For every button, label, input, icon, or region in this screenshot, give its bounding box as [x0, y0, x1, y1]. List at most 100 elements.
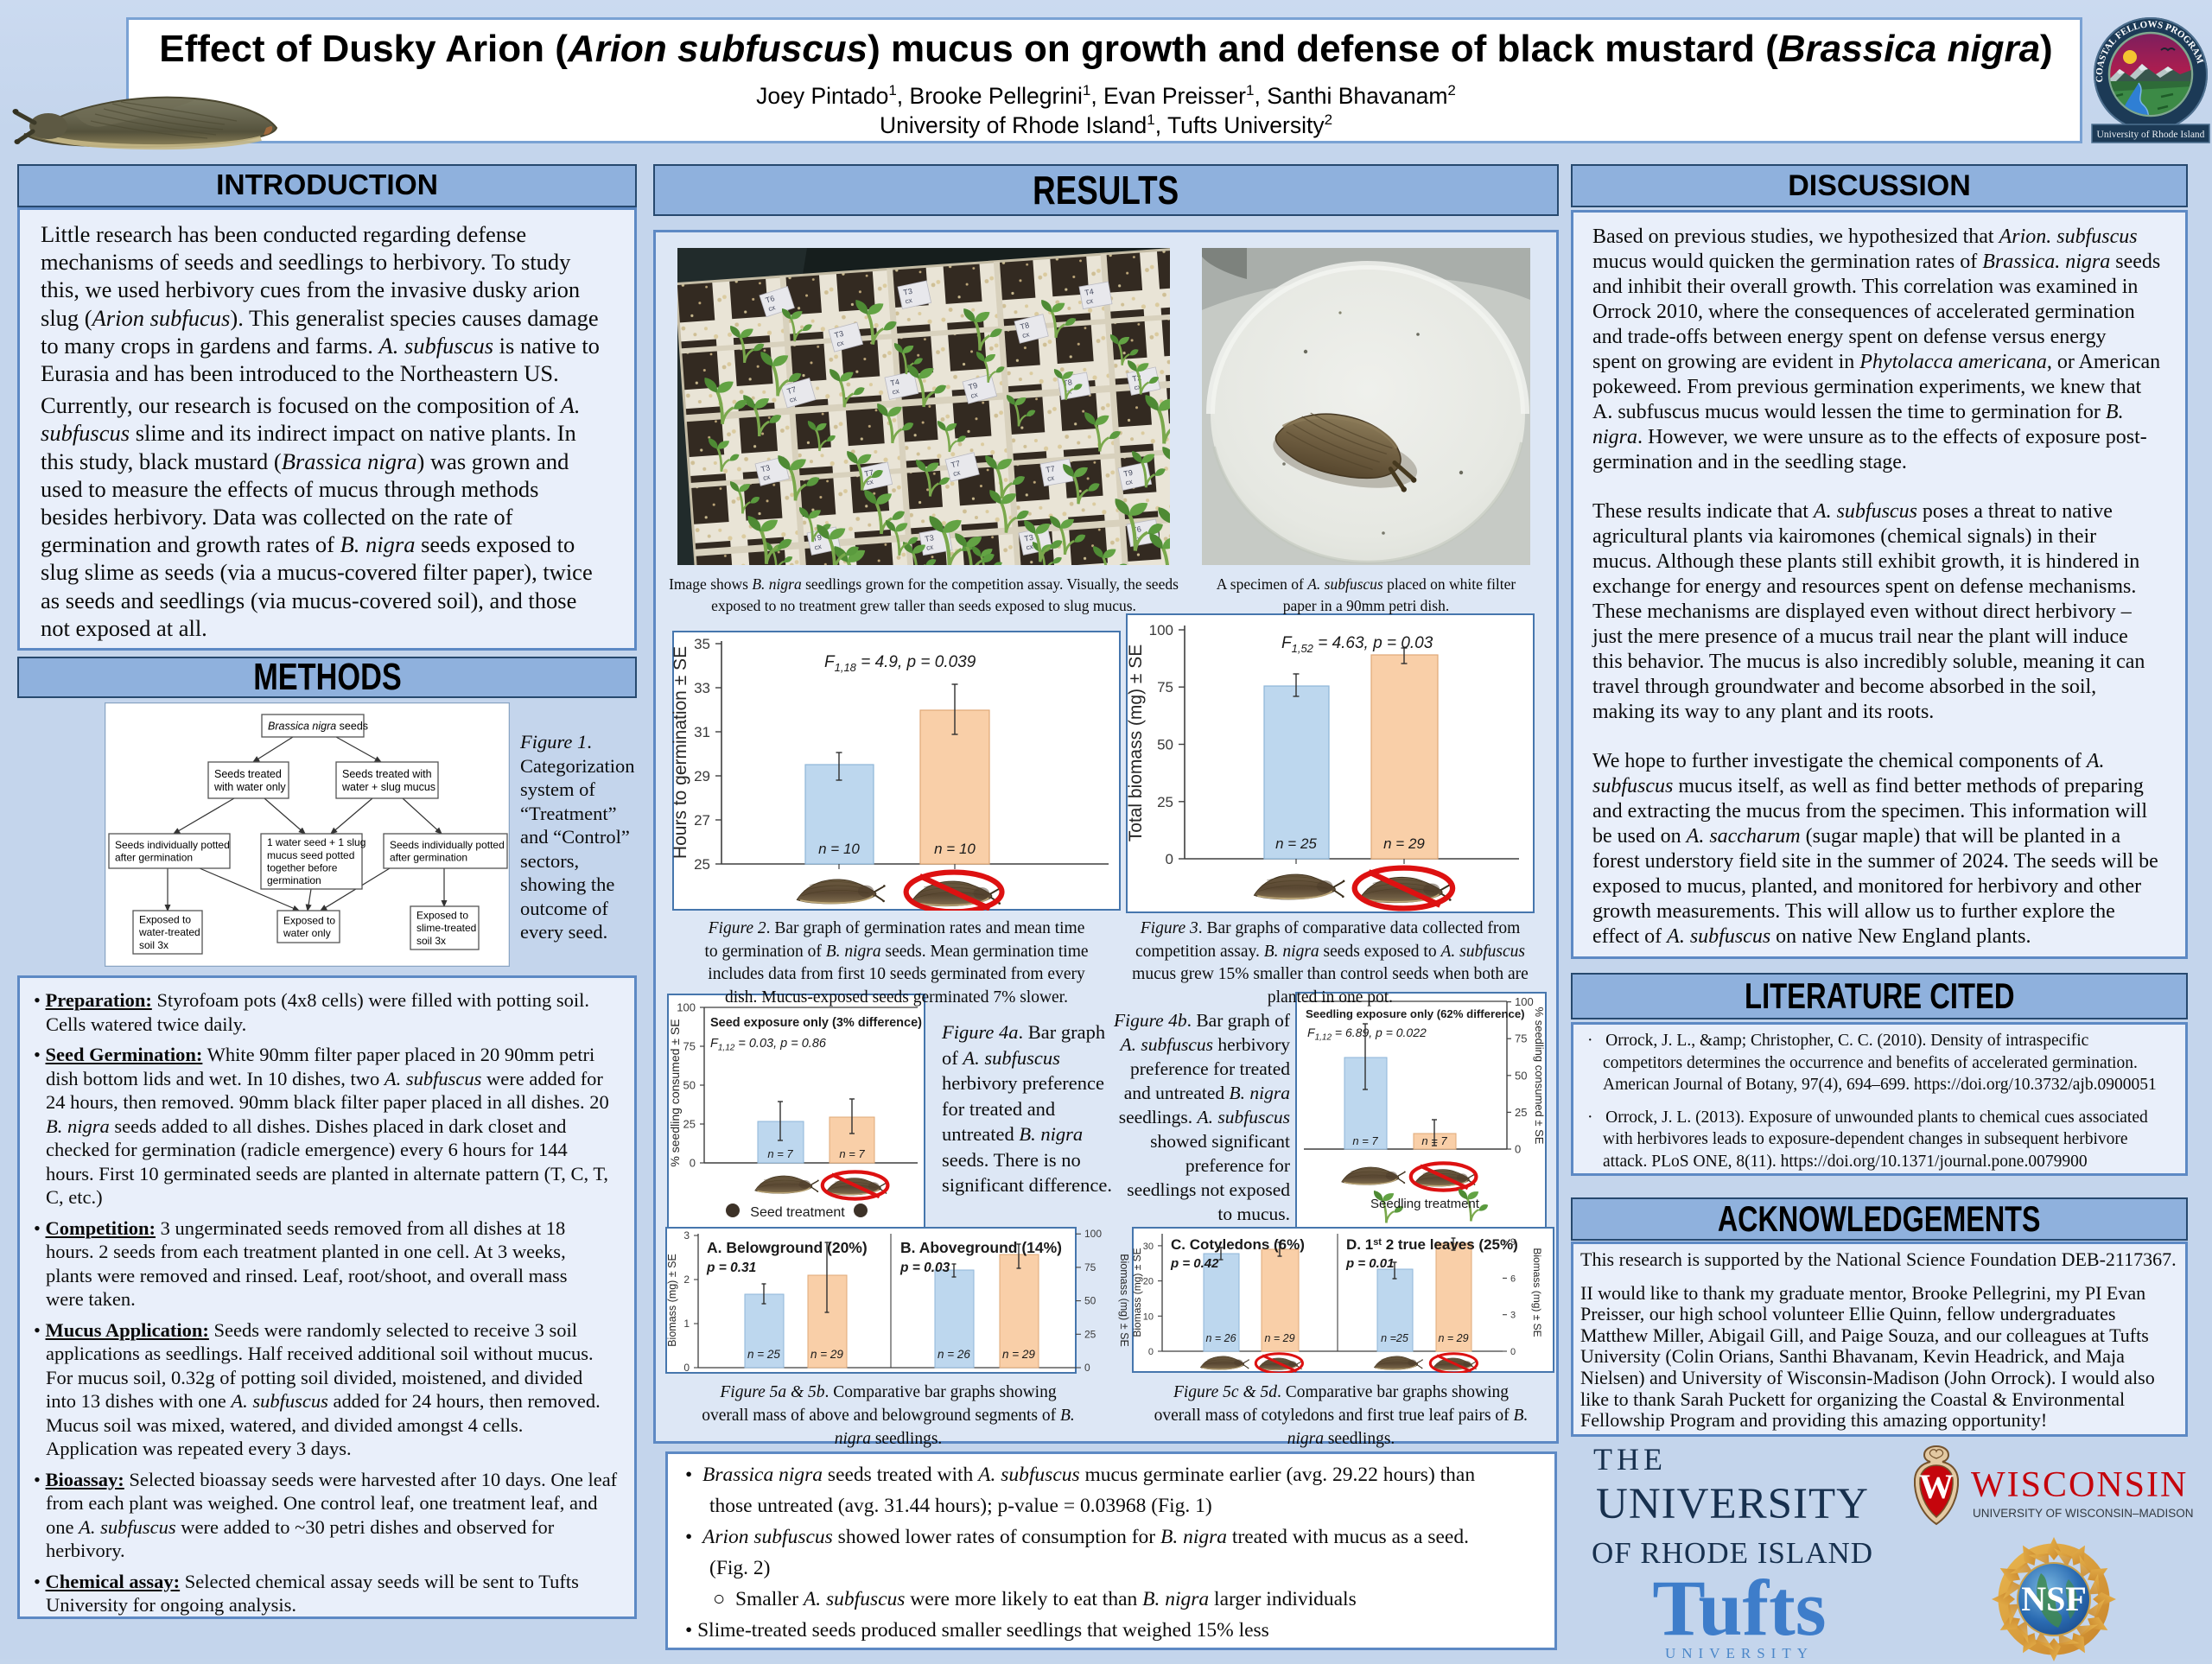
svg-text:33: 33	[694, 680, 710, 696]
svg-text:T9: T9	[1123, 468, 1134, 479]
svg-text:T7: T7	[950, 459, 962, 469]
svg-text:Seedling exposure only (62% di: Seedling exposure only (62% difference)	[1306, 1007, 1525, 1020]
svg-text:F1,12 = 6.89, p = 0.022: F1,12 = 6.89, p = 0.022	[1307, 1026, 1427, 1043]
svg-text:T8: T8	[1062, 378, 1072, 388]
svg-text:cx: cx	[1085, 297, 1093, 306]
svg-text:B. Aboveground (14%): B. Aboveground (14%)	[900, 1239, 1062, 1256]
svg-text:T6: T6	[1131, 524, 1141, 535]
svg-text:T8: T8	[1020, 321, 1031, 331]
svg-text:0: 0	[1084, 1362, 1090, 1374]
svg-text:1 water seed + 1 slug: 1 water seed + 1 slug	[267, 836, 365, 848]
svg-text:T3: T3	[834, 329, 845, 340]
svg-text:Seeds individually potted: Seeds individually potted	[115, 839, 230, 851]
svg-text:20: 20	[1143, 1277, 1154, 1287]
svg-text:0: 0	[1510, 1347, 1516, 1357]
svg-text:3: 3	[683, 1229, 690, 1242]
svg-text:35: 35	[694, 636, 710, 652]
svg-text:25: 25	[694, 856, 710, 873]
svg-text:cx: cx	[925, 543, 933, 552]
svg-text:2: 2	[683, 1273, 690, 1286]
svg-text:6: 6	[1510, 1273, 1516, 1284]
svg-text:0: 0	[1515, 1143, 1521, 1156]
svg-text:50: 50	[1084, 1295, 1096, 1307]
svg-text:F1,18 = 4.9, p = 0.039: F1,18 = 4.9, p = 0.039	[824, 653, 976, 674]
svg-text:30: 30	[1143, 1242, 1154, 1252]
svg-text:Hours to germination ± SE: Hours to germination ± SE	[672, 646, 690, 859]
svg-text:100: 100	[1515, 995, 1534, 1008]
svg-text:cx: cx	[1125, 478, 1134, 486]
svg-text:T7: T7	[786, 385, 798, 397]
svg-text:p = 0.31: p = 0.31	[706, 1261, 756, 1275]
svg-text:n = 7: n = 7	[1352, 1134, 1378, 1147]
svg-text:% seedling consumed ± SE: % seedling consumed ± SE	[1533, 1007, 1546, 1145]
svg-text:n = 29: n = 29	[1438, 1332, 1468, 1344]
svg-text:p = 0.01: p = 0.01	[1345, 1256, 1394, 1271]
svg-text:water + slug mucus: water + slug mucus	[341, 781, 435, 793]
svg-text:1: 1	[683, 1318, 690, 1330]
svg-text:25: 25	[1157, 794, 1173, 810]
svg-text:Exposed to: Exposed to	[283, 914, 335, 926]
svg-text:50: 50	[1157, 737, 1173, 753]
svg-text:Seeds individually potted: Seeds individually potted	[390, 839, 505, 851]
svg-text:75: 75	[1084, 1261, 1096, 1273]
svg-text:water-treated: water-treated	[138, 926, 200, 938]
svg-text:UNIVERSITY OF WISCONSIN–MADISO: UNIVERSITY OF WISCONSIN–MADISON	[1973, 1507, 2194, 1520]
svg-text:WISCONSIN: WISCONSIN	[1971, 1465, 2188, 1505]
svg-text:cx: cx	[1046, 474, 1054, 483]
svg-text:50: 50	[1515, 1069, 1527, 1082]
svg-text:0: 0	[690, 1157, 696, 1170]
svg-text:germination: germination	[267, 874, 321, 886]
svg-text:T6: T6	[765, 294, 776, 305]
svg-text:n = 25: n = 25	[1275, 835, 1317, 852]
svg-text:University of Rhode Island: University of Rhode Island	[2097, 130, 2205, 140]
svg-text:with water only: with water only	[213, 781, 286, 793]
svg-text:10: 10	[1143, 1312, 1154, 1322]
svg-text:9: 9	[1510, 1237, 1516, 1248]
svg-text:75: 75	[1157, 679, 1173, 695]
svg-text:cx: cx	[1134, 383, 1142, 391]
svg-text:25: 25	[1084, 1328, 1096, 1340]
svg-text:n = 29: n = 29	[810, 1348, 843, 1361]
svg-text:n = 29: n = 29	[1002, 1348, 1035, 1361]
svg-text:n = 10: n = 10	[934, 841, 976, 857]
svg-text:n = 29: n = 29	[1264, 1332, 1294, 1344]
svg-text:cx: cx	[866, 478, 874, 486]
svg-text:n = 7: n = 7	[839, 1147, 865, 1160]
svg-text:cx: cx	[836, 339, 844, 348]
svg-text:slime-treated: slime-treated	[416, 922, 476, 934]
svg-text:n = 10: n = 10	[818, 841, 860, 857]
svg-text:100: 100	[1084, 1228, 1102, 1240]
svg-text:Biomass (mg) ± SE: Biomass (mg) ± SE	[1531, 1248, 1543, 1337]
svg-text:D. 1st 2 true leaves (25%): D. 1st 2 true leaves (25%)	[1346, 1236, 1518, 1253]
svg-text:25: 25	[683, 1118, 696, 1131]
svg-text:Biomass (mg) ± SE: Biomass (mg) ± SE	[666, 1254, 678, 1347]
svg-text:T9: T9	[968, 381, 979, 391]
svg-text:100: 100	[1149, 622, 1173, 638]
svg-text:3: 3	[1510, 1311, 1516, 1321]
svg-text:cx: cx	[1026, 543, 1034, 551]
svg-text:T2: T2	[1132, 373, 1142, 384]
svg-text:n = 7: n = 7	[1421, 1134, 1447, 1147]
svg-text:n = 26: n = 26	[938, 1348, 970, 1361]
svg-text:NSF: NSF	[2021, 1579, 2087, 1618]
svg-text:F1,52 = 4.63, p = 0.03: F1,52 = 4.63, p = 0.03	[1281, 634, 1433, 655]
svg-text:0: 0	[1148, 1347, 1154, 1357]
svg-text:T7: T7	[1045, 464, 1055, 474]
svg-text:n = 25: n = 25	[747, 1348, 780, 1361]
svg-text:Biomass (mg) ± SE: Biomass (mg) ± SE	[1132, 1248, 1143, 1337]
svg-text:Seedling treatment: Seedling treatment	[1370, 1197, 1480, 1211]
svg-text:50: 50	[683, 1079, 696, 1092]
svg-text:Seed exposure only (3% differe: Seed exposure only (3% difference)	[710, 1016, 922, 1030]
svg-text:Exposed to: Exposed to	[139, 914, 191, 926]
svg-text:after germination: after germination	[115, 852, 193, 864]
svg-text:cx: cx	[1064, 388, 1071, 397]
svg-text:n = 26: n = 26	[1205, 1332, 1236, 1344]
svg-text:soil 3x: soil 3x	[139, 939, 168, 951]
svg-text:27: 27	[694, 812, 710, 829]
svg-text:0: 0	[1166, 851, 1173, 867]
svg-text:T4: T4	[890, 378, 900, 388]
svg-text:cx: cx	[1021, 330, 1030, 340]
svg-text:75: 75	[683, 1040, 696, 1053]
svg-text:T3: T3	[760, 463, 772, 473]
svg-text:cx: cx	[789, 395, 798, 404]
